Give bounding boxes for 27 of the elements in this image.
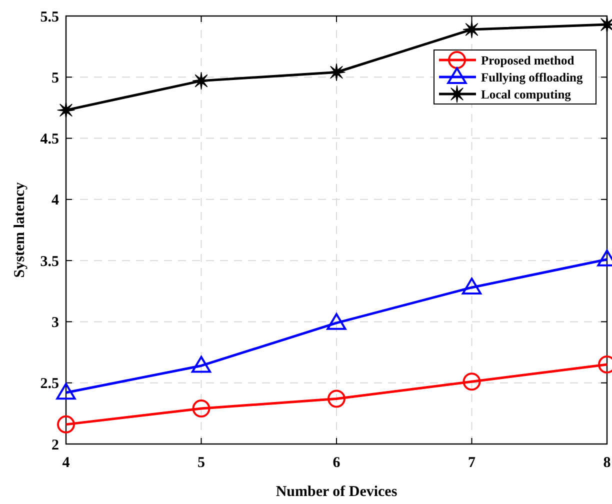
y-tick-label: 4.5 — [40, 132, 59, 148]
legend-label: Fullying offloading — [481, 70, 584, 84]
x-tick-label: 4 — [62, 455, 70, 471]
y-tick-label: 3.5 — [40, 254, 59, 270]
x-tick-label: 6 — [332, 455, 341, 471]
point — [192, 72, 210, 90]
point — [328, 390, 346, 408]
point — [191, 356, 212, 373]
y-tick-label: 5 — [52, 70, 59, 86]
x-tick-label: 5 — [198, 455, 205, 471]
y-tick-label: 3 — [52, 314, 59, 331]
point — [57, 101, 75, 119]
x-tick-label: 8 — [603, 455, 611, 471]
y-tick-label: 2.5 — [40, 376, 59, 392]
y-tick-label: 4 — [52, 192, 60, 209]
x-tick-label: 7 — [468, 455, 476, 471]
x-axis-title: Number of Devices — [276, 484, 398, 500]
y-axis-title: System latency — [12, 182, 28, 278]
point — [326, 313, 346, 330]
y-tick-label: 5.5 — [40, 9, 59, 26]
y-tick-label: 2 — [52, 437, 59, 454]
point — [192, 400, 210, 418]
point — [57, 415, 75, 434]
legend-label: Local computing — [481, 87, 572, 102]
point — [462, 372, 481, 391]
legend-label: Proposed method — [481, 53, 574, 68]
point — [462, 278, 482, 294]
